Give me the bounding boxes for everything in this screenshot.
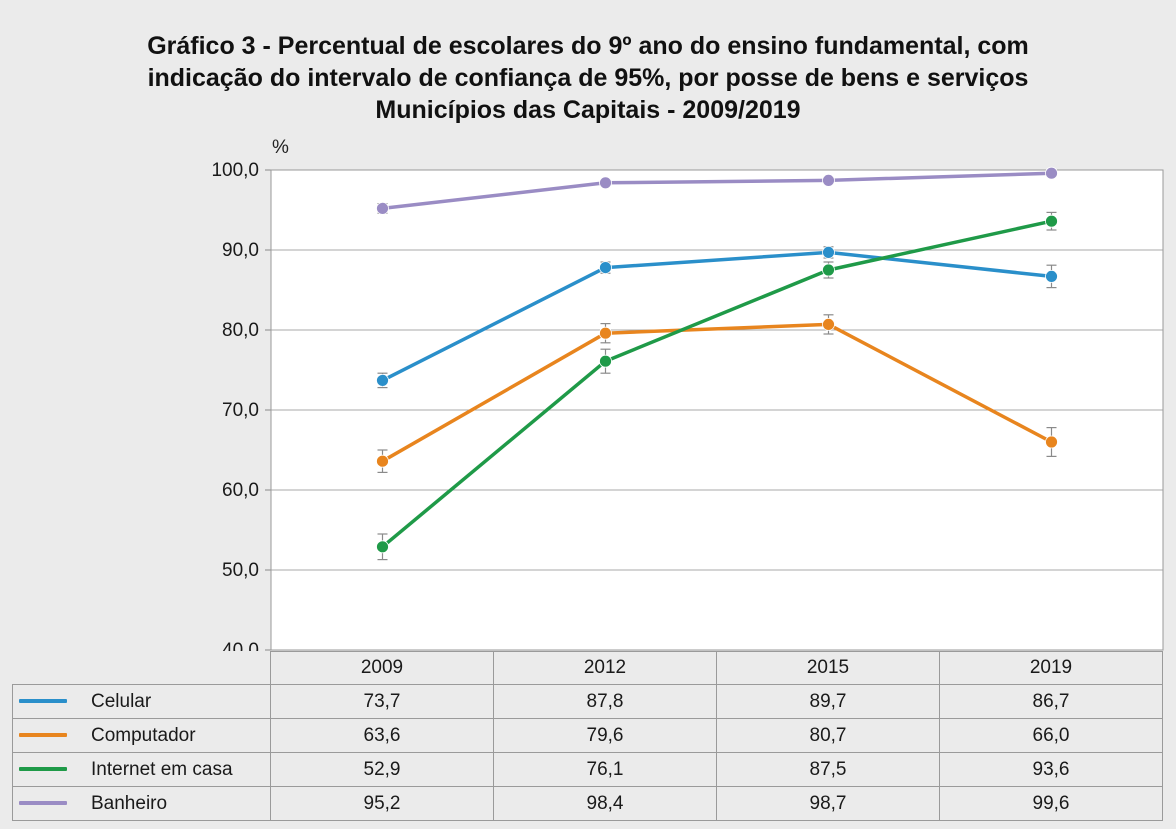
data-point [822, 317, 835, 331]
series-line [381, 250, 1052, 382]
data-point [822, 245, 835, 259]
table-cell: 66,0 [939, 718, 1163, 753]
category-header: 2015 [716, 651, 940, 685]
legend-swatch [19, 767, 67, 772]
data-point [599, 326, 612, 340]
legend-item-celular: Celular [12, 684, 271, 719]
table-cell: 87,8 [493, 684, 717, 719]
chart-title-line-2: indicação do intervalo de confiança de 9… [147, 64, 1029, 92]
series-line [381, 219, 1052, 549]
data-point [599, 354, 612, 368]
legend-label: Banheiro [91, 792, 168, 814]
table-cell: 86,7 [939, 684, 1163, 719]
table-cell: 89,7 [716, 684, 940, 719]
table-cell: 99,6 [939, 786, 1163, 821]
series-line [381, 322, 1053, 463]
table-row-internet: Internet em casa 52,9 76,1 87,5 93,6 [12, 752, 1163, 787]
table-cell: 76,1 [493, 752, 717, 787]
table-cell: 80,7 [716, 718, 940, 753]
legend-swatch [19, 733, 67, 738]
data-point [822, 263, 835, 277]
legend-swatch [19, 801, 67, 806]
data-point [376, 454, 389, 468]
y-tick-label: 100,0 [211, 160, 259, 181]
table-cell: 98,4 [493, 786, 717, 821]
legend-item-banheiro: Banheiro [12, 786, 271, 821]
table-row-celular: Celular 73,7 87,8 89,7 86,7 [12, 684, 1163, 719]
table-cell: 87,5 [716, 752, 940, 787]
data-point [822, 173, 835, 187]
legend-item-internet: Internet em casa [12, 752, 271, 787]
category-header: 2012 [493, 651, 717, 685]
legend-label: Computador [91, 724, 196, 746]
table-row-banheiro: Banheiro 95,2 98,4 98,7 99,6 [12, 786, 1163, 821]
y-tick-label: 70,0 [222, 400, 259, 421]
data-point [376, 540, 389, 554]
table-row-computador: Computador 63,6 79,6 80,7 66,0 [12, 718, 1163, 753]
data-point [599, 261, 612, 275]
legend-label: Internet em casa [91, 758, 233, 780]
series-line [382, 171, 1052, 211]
table-cell: 95,2 [270, 786, 494, 821]
chart-title: Gráfico 3 - Percentual de escolares do 9… [0, 30, 1176, 126]
y-tick-label: 90,0 [222, 240, 259, 261]
data-point [1045, 166, 1058, 180]
category-header: 2019 [939, 651, 1163, 685]
legend-item-computador: Computador [12, 718, 271, 753]
data-table: 2009 2012 2015 2019 Celular 73,7 87,8 89… [12, 651, 1163, 821]
data-point [1045, 269, 1058, 283]
table-cell: 63,6 [270, 718, 494, 753]
category-header: 2009 [270, 651, 494, 685]
y-tick-label: 60,0 [222, 480, 259, 501]
table-cell: 98,7 [716, 786, 940, 821]
legend-label: Celular [91, 690, 152, 712]
table-cell: 93,6 [939, 752, 1163, 787]
chart-title-line-1: Gráfico 3 - Percentual de escolares do 9… [147, 32, 1029, 60]
data-point [599, 176, 612, 190]
data-table-header-row: 2009 2012 2015 2019 [13, 651, 1163, 685]
legend-swatch [19, 699, 67, 704]
table-cell: 73,7 [270, 684, 494, 719]
y-tick-label: 80,0 [222, 320, 259, 341]
data-table-corner [13, 652, 271, 685]
y-tick-label: 50,0 [222, 560, 259, 581]
data-point [376, 373, 389, 387]
chart-title-line-3: Municípios das Capitais - 2009/2019 [375, 96, 801, 124]
y-axis-unit-label: % [272, 137, 289, 158]
data-point [1045, 435, 1058, 449]
plot-border [270, 169, 1164, 651]
table-cell: 52,9 [270, 752, 494, 787]
table-cell: 79,6 [493, 718, 717, 753]
data-point [376, 201, 389, 215]
data-point [1045, 214, 1058, 228]
